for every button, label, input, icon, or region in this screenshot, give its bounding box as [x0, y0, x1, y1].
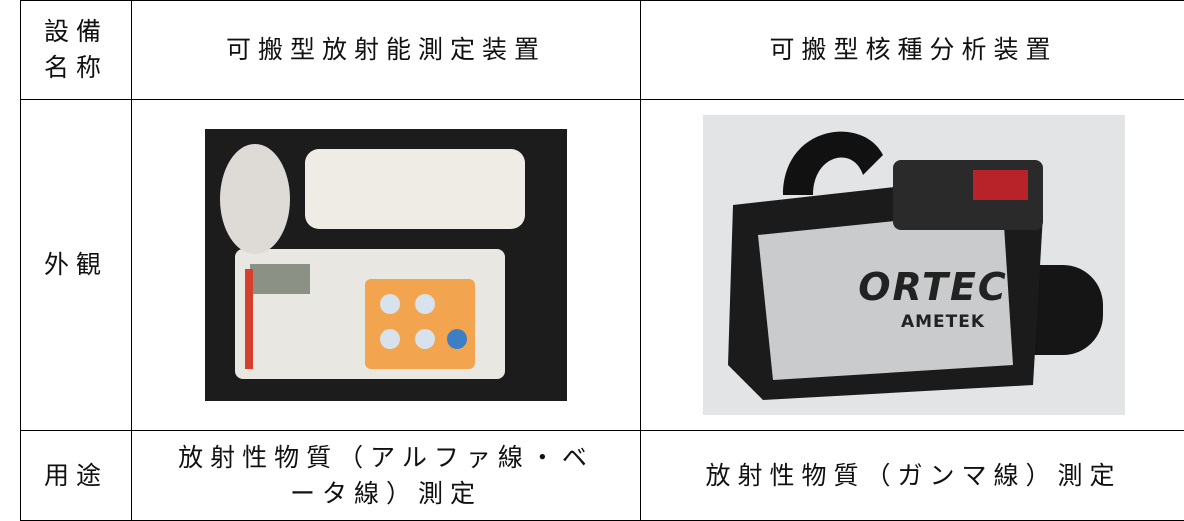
usage-row: 用途 放射性物質（アルファ線・ベータ線）測定 放射性物質（ガンマ線）測定: [21, 431, 1184, 521]
usage-cell: 放射性物質（アルファ線・ベータ線）測定: [132, 431, 641, 521]
header-cell: 可搬型放射能測定装置: [132, 1, 641, 100]
header-row: 設備名称 可搬型放射能測定装置 可搬型核種分析装置: [21, 1, 1184, 100]
row-label: 外観: [21, 100, 132, 431]
photo-nuclide-analyzer: ORTEC AMETEK: [703, 115, 1125, 415]
usage-text: 放射性物質（ガンマ線）測定: [705, 461, 1121, 490]
header-cell: 設備名称: [21, 1, 132, 100]
photo-cell: ORTEC AMETEK: [641, 100, 1184, 431]
photo-cell: [132, 100, 641, 431]
header-cell: 可搬型核種分析装置: [641, 1, 1184, 100]
row-label: 用途: [21, 431, 132, 521]
row-label-text: 用途: [44, 461, 108, 490]
header-text: 可搬型核種分析装置: [769, 35, 1057, 64]
photo-brand: AMETEK: [900, 312, 984, 332]
appearance-row: 外観 ORTEC AMET: [21, 100, 1184, 431]
photo-radioactivity-meter: [205, 129, 567, 401]
usage-cell: 放射性物質（ガンマ線）測定: [641, 431, 1184, 521]
usage-text: 放射性物質（アルファ線・ベータ線）測定: [166, 440, 606, 512]
header-text: 設備名称: [36, 14, 116, 86]
equipment-table: 設備名称 可搬型放射能測定装置 可搬型核種分析装置 外観: [20, 0, 1184, 521]
photo-brand: ORTEC: [858, 265, 1008, 309]
row-label-text: 外観: [44, 250, 108, 279]
header-text: 可搬型放射能測定装置: [226, 35, 546, 64]
